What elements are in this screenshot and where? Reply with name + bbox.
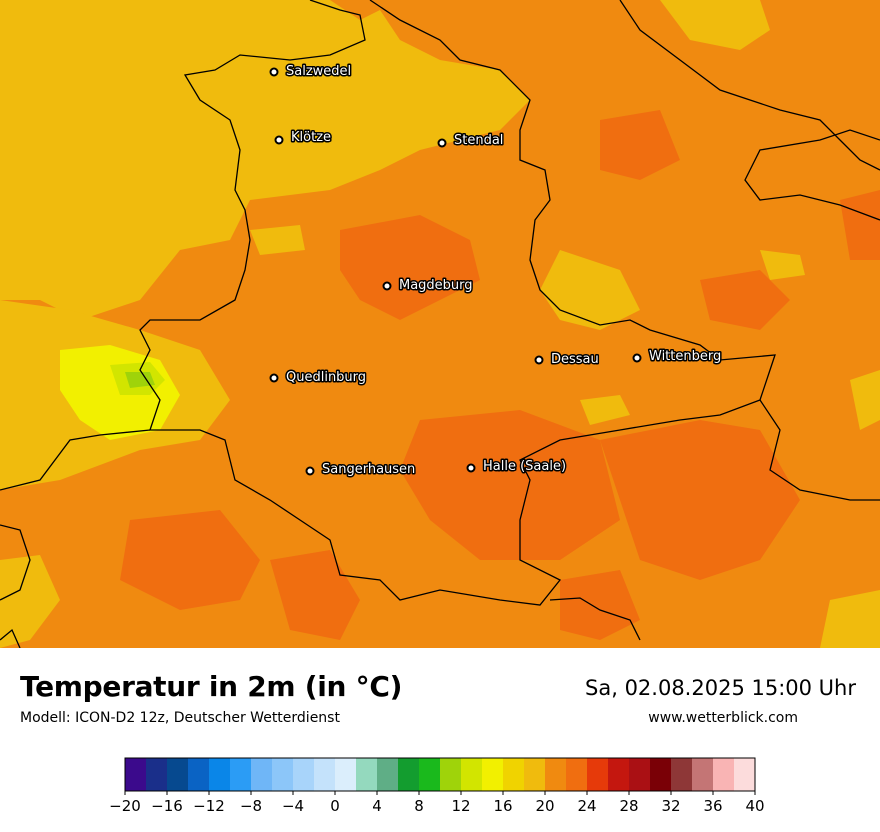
- city-halle: Halle (Saale): [466, 458, 568, 476]
- legend-swatch: [692, 758, 714, 791]
- legend-swatch: [251, 758, 273, 791]
- legend-tick-label: −20: [109, 797, 141, 815]
- city-dot: [632, 353, 642, 363]
- administrative-borders: [0, 0, 880, 648]
- legend-swatch: [146, 758, 168, 791]
- legend-tick-label: 24: [577, 797, 596, 815]
- city-label: Salzwedel: [286, 64, 351, 79]
- legend-tick-label: 8: [414, 797, 424, 815]
- legend-tick-label: −8: [240, 797, 262, 815]
- forecast-datetime: Sa, 02.08.2025 15:00 Uhr: [585, 676, 856, 700]
- legend-swatch: [650, 758, 672, 791]
- city-label: Klötze: [291, 130, 331, 145]
- website-link[interactable]: www.wetterblick.com: [648, 710, 798, 726]
- city-kloetze: Klötze: [274, 129, 333, 147]
- city-wittenberg: Wittenberg: [632, 348, 723, 366]
- legend-swatch: [461, 758, 483, 791]
- legend-swatch: [167, 758, 189, 791]
- legend-tick-label: −12: [193, 797, 225, 815]
- legend-swatch: [188, 758, 210, 791]
- city-quedlinburg: Quedlinburg: [269, 369, 368, 387]
- legend-tick-label: −16: [151, 797, 183, 815]
- legend-tick-label: 0: [330, 797, 340, 815]
- legend-tick-label: 16: [493, 797, 512, 815]
- legend-swatch: [608, 758, 630, 791]
- map-canvas: Salzwedel Klötze Stendal Magdeburg Dessa…: [0, 0, 880, 648]
- legend-swatch: [482, 758, 504, 791]
- city-label: Quedlinburg: [286, 370, 366, 385]
- city-label: Wittenberg: [649, 349, 721, 364]
- map-title: Temperatur in 2m (in °C): [20, 670, 403, 703]
- temperature-map: Salzwedel Klötze Stendal Magdeburg Dessa…: [0, 0, 880, 648]
- color-scale-legend: −20 −16 −12 −8 −4 0 4 8 12 16 20 24 28 32 36 40: [0, 748, 880, 828]
- legend-tick-label: 20: [535, 797, 554, 815]
- city-magdeburg: Magdeburg: [382, 277, 474, 295]
- legend-tick-label: 36: [703, 797, 722, 815]
- legend-swatch: [713, 758, 735, 791]
- legend-swatch: [440, 758, 462, 791]
- city-dot: [274, 135, 284, 145]
- legend-swatch: [272, 758, 294, 791]
- city-dot: [382, 281, 392, 291]
- city-salzwedel: Salzwedel: [269, 63, 353, 81]
- legend-swatch: [587, 758, 609, 791]
- legend-tick-label: 4: [372, 797, 382, 815]
- legend-tick-label: 28: [619, 797, 638, 815]
- city-label: Stendal: [454, 133, 503, 148]
- model-source: Modell: ICON-D2 12z, Deutscher Wetterdie…: [20, 710, 340, 726]
- legend-tick-label: −4: [282, 797, 304, 815]
- city-markers: Salzwedel Klötze Stendal Magdeburg Dessa…: [269, 63, 723, 479]
- legend-swatch: [377, 758, 399, 791]
- city-label: Dessau: [551, 352, 599, 367]
- legend-canvas: −20 −16 −12 −8 −4 0 4 8 12 16 20 24 28 32 36 40: [109, 757, 765, 815]
- legend-swatch: [503, 758, 525, 791]
- city-dot: [305, 466, 315, 476]
- city-sangerhausen: Sangerhausen: [305, 461, 417, 479]
- legend-swatch: [356, 758, 378, 791]
- legend-swatch: [524, 758, 546, 791]
- legend-swatch: [209, 758, 231, 791]
- legend-swatch: [230, 758, 252, 791]
- city-dessau: Dessau: [534, 351, 600, 369]
- legend-swatch: [314, 758, 336, 791]
- legend-tick-label: 32: [661, 797, 680, 815]
- legend-swatch: [398, 758, 420, 791]
- legend-ticks: −20 −16 −12 −8 −4 0 4 8 12 16 20 24 28 32 36 40: [109, 791, 765, 815]
- city-label: Magdeburg: [399, 278, 473, 293]
- legend-swatch: [734, 758, 756, 791]
- hot-temperature-areas: [120, 110, 880, 640]
- city-dot: [437, 138, 447, 148]
- legend-swatch: [335, 758, 357, 791]
- legend-frame: [124, 757, 756, 792]
- legend-swatch: [419, 758, 441, 791]
- city-label: Halle (Saale): [483, 459, 566, 474]
- legend-swatch: [545, 758, 567, 791]
- legend-swatch: [566, 758, 588, 791]
- legend-swatch: [671, 758, 693, 791]
- city-label: Sangerhausen: [322, 462, 415, 477]
- city-stendal: Stendal: [437, 132, 505, 150]
- city-dot: [534, 355, 544, 365]
- legend-swatch: [629, 758, 651, 791]
- legend-swatch: [293, 758, 315, 791]
- legend-swatch: [125, 758, 147, 791]
- info-panel: Temperatur in 2m (in °C) Modell: ICON-D2…: [0, 648, 880, 830]
- city-dot: [269, 373, 279, 383]
- city-dot: [269, 67, 279, 77]
- legend-tick-label: 12: [451, 797, 470, 815]
- legend-tick-label: 40: [745, 797, 764, 815]
- city-dot: [466, 463, 476, 473]
- legend-swatches: [125, 758, 756, 791]
